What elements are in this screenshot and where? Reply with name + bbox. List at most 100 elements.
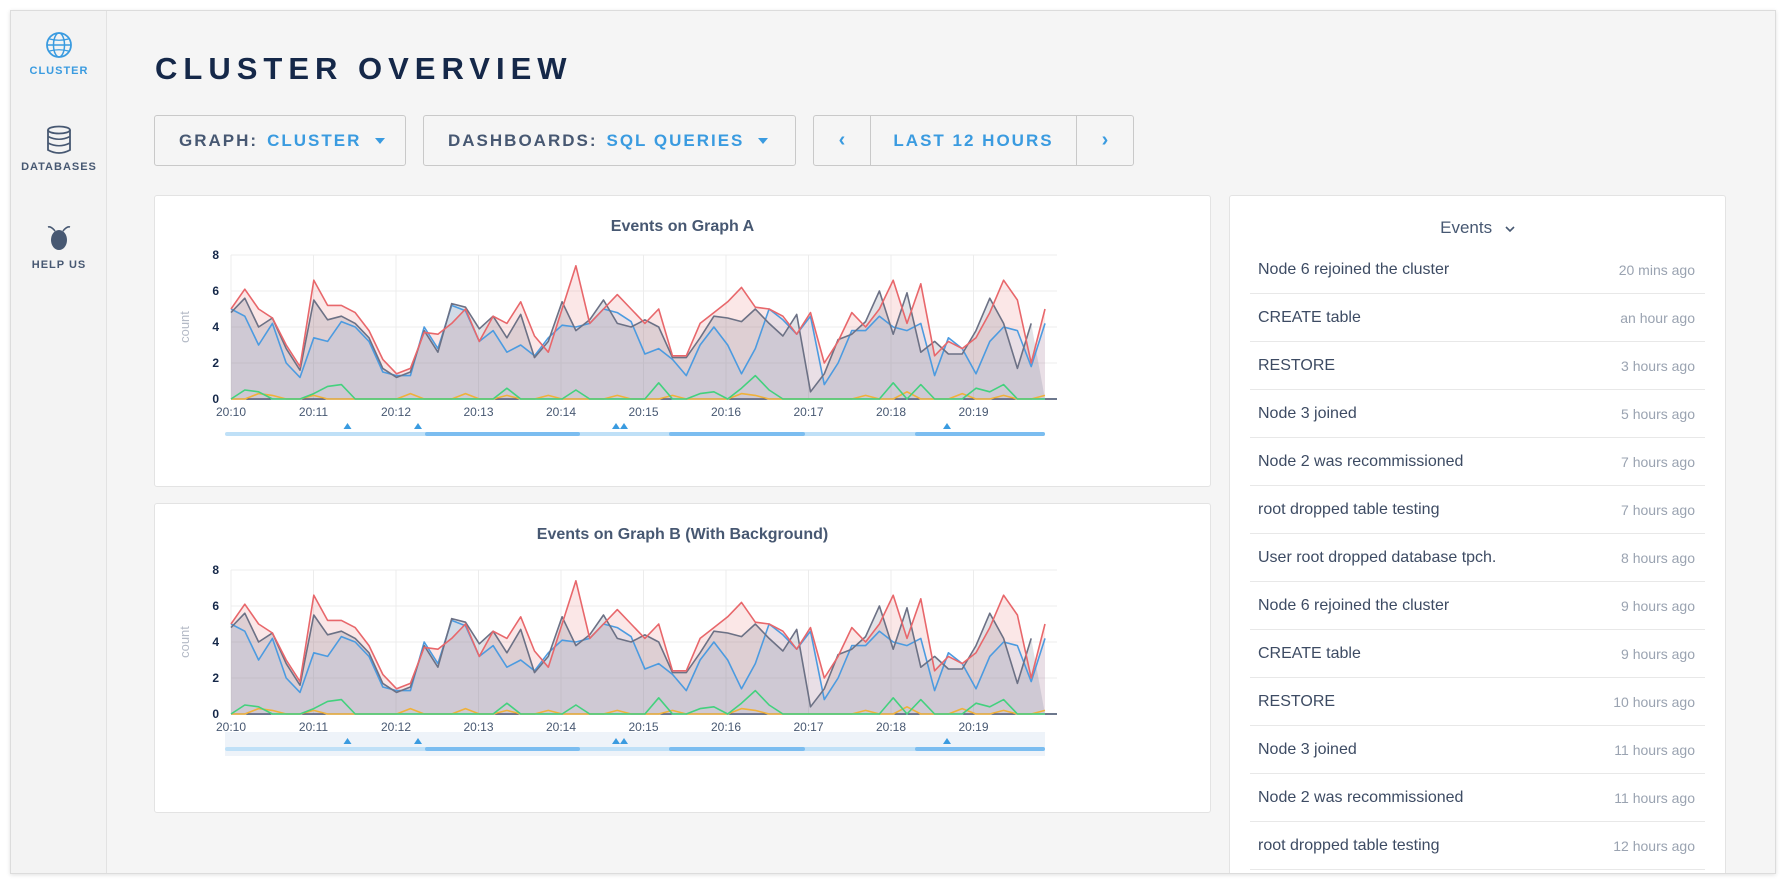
time-range-selector: ‹ LAST 12 HOURS ›: [813, 115, 1134, 166]
series-line: [230, 580, 1046, 690]
event-row[interactable]: Node 3 joined 11 hours ago: [1250, 726, 1705, 774]
dashboards-dropdown-value: SQL QUERIES: [606, 130, 745, 150]
event-time: 9 hours ago: [1621, 597, 1695, 614]
x-tick-label: 20:18: [876, 720, 906, 734]
chevron-right-icon: ›: [1101, 129, 1109, 151]
event-time: 7 hours ago: [1621, 453, 1695, 470]
x-tick-label: 20:15: [628, 720, 658, 734]
y-axis-label: count: [177, 626, 192, 658]
next-time-button[interactable]: ›: [1077, 116, 1133, 165]
event-time: 8 hours ago: [1621, 549, 1695, 566]
sidebar-item-label: HELP US: [31, 259, 87, 271]
chevron-down-icon: [758, 137, 769, 144]
event-range: [425, 432, 580, 436]
main-content: CLUSTER OVERVIEW GRAPH: CLUSTER DASHBOAR…: [108, 11, 1775, 873]
x-tick-label: 20:14: [546, 720, 576, 734]
event-time: 10 hours ago: [1613, 693, 1695, 710]
y-tick-label: 2: [212, 671, 219, 685]
x-tick-label: 20:13: [463, 405, 493, 419]
series-line: [230, 619, 1046, 701]
x-tick-label: 20:16: [711, 405, 741, 419]
event-row[interactable]: root dropped table testing 12 hours ago: [1250, 822, 1705, 870]
event-time: 11 hours ago: [1614, 741, 1695, 758]
graph-dropdown[interactable]: GRAPH: CLUSTER: [154, 115, 406, 166]
event-row[interactable]: Node 6 rejoined the cluster 20 mins ago: [1250, 246, 1705, 294]
event-row[interactable]: RESTORE 3 hours ago: [1250, 342, 1705, 390]
cockroach-icon: [47, 226, 71, 250]
series-line: [230, 290, 1032, 393]
sidebar-item-databases[interactable]: DATABASES: [11, 125, 107, 173]
y-tick-label: 4: [212, 320, 219, 334]
y-axis-label: count: [177, 311, 192, 343]
event-row[interactable]: CREATE table 9 hours ago: [1250, 630, 1705, 678]
event-time: 12 hours ago: [1613, 837, 1695, 854]
dashboards-dropdown[interactable]: DASHBOARDS: SQL QUERIES: [423, 115, 796, 166]
sidebar-item-help-us[interactable]: HELP US: [11, 223, 107, 271]
event-text: Node 3 joined: [1258, 404, 1357, 422]
series-area: [231, 580, 1045, 714]
event-time: an hour ago: [1620, 309, 1695, 326]
x-tick-label: 20:19: [958, 405, 988, 419]
x-tick-label: 20:12: [381, 720, 411, 734]
event-row[interactable]: Node 6 rejoined the cluster 9 hours ago: [1250, 582, 1705, 630]
event-time: 3 hours ago: [1621, 357, 1695, 374]
event-time: 11 hours ago: [1614, 789, 1695, 806]
event-marker: [943, 738, 951, 744]
event-row[interactable]: CREATE table an hour ago: [1250, 294, 1705, 342]
event-marker: [943, 423, 951, 429]
event-marker: [343, 423, 352, 429]
series-area: [231, 291, 1045, 399]
event-range: [425, 747, 580, 751]
event-time: 5 hours ago: [1621, 405, 1695, 422]
globe-icon: [46, 32, 72, 58]
series-area: [231, 305, 1045, 399]
chevron-left-icon: ‹: [838, 129, 846, 151]
event-text: Node 6 rejoined the cluster: [1258, 260, 1450, 278]
event-row[interactable]: root dropped table testing 7 hours ago: [1250, 486, 1705, 534]
y-tick-label: 4: [212, 635, 219, 649]
events-list: Node 6 rejoined the cluster 20 mins ago CR…: [1250, 246, 1705, 870]
series-area: [231, 265, 1045, 399]
time-range-label[interactable]: LAST 12 HOURS: [870, 116, 1077, 165]
x-tick-label: 20:15: [628, 405, 658, 419]
previous-time-button[interactable]: ‹: [814, 116, 870, 165]
events-panel: Events Node 6 rejoined the cluster 20 min…: [1229, 195, 1726, 873]
event-row[interactable]: Node 2 was recommissioned 7 hours ago: [1250, 438, 1705, 486]
event-range: [915, 747, 1045, 751]
event-range: [669, 432, 805, 436]
x-tick-label: 20:13: [463, 720, 493, 734]
event-text: CREATE table: [1258, 644, 1361, 662]
x-tick-label: 20:14: [546, 405, 576, 419]
event-range: [915, 432, 1045, 436]
series-area: [231, 620, 1045, 714]
x-tick-label: 20:10: [216, 720, 246, 734]
events-dropdown[interactable]: Events: [1230, 218, 1725, 238]
x-tick-label: 20:10: [216, 405, 246, 419]
event-text: RESTORE: [1258, 356, 1336, 374]
event-row[interactable]: Node 2 was recommissioned 11 hours ago: [1250, 774, 1705, 822]
events-header-label: Events: [1440, 218, 1493, 237]
graph-a-chart[interactable]: 0 2 4 6 8 count 20:10 20:11 20:12 20:13 20:14 20:15…: [155, 196, 1212, 488]
chevron-down-icon: [375, 137, 386, 144]
graph-b-chart[interactable]: 0 2 4 6 8 count 20:10 20:11 20:12 20:13 20:14 20:15…: [155, 504, 1212, 814]
sidebar-item-label: DATABASES: [21, 161, 97, 173]
dashboards-dropdown-label: DASHBOARDS:: [448, 130, 598, 150]
graph-a-panel: Events on Graph A 0 2 4 6 8 count 20:10 20:11 20…: [154, 195, 1211, 487]
event-text: Node 2 was recommissioned: [1258, 452, 1464, 470]
y-tick-label: 8: [212, 248, 219, 262]
y-tick-label: 0: [212, 392, 219, 406]
series-line: [230, 689, 1045, 715]
y-tick-label: 0: [212, 707, 219, 721]
app-window: CLUSTER DATABASES HELP US CLUSTER OVERVI…: [10, 10, 1776, 874]
event-text: Node 6 rejoined the cluster: [1258, 596, 1450, 614]
graph-b-panel: Events on Graph B (With Background) 0 2 4 6…: [154, 503, 1211, 813]
x-tick-label: 20:11: [299, 720, 328, 734]
event-row[interactable]: Node 3 joined 5 hours ago: [1250, 390, 1705, 438]
event-row[interactable]: RESTORE 10 hours ago: [1250, 678, 1705, 726]
event-marker: [620, 738, 628, 744]
event-marker: [414, 738, 422, 744]
sidebar-item-cluster[interactable]: CLUSTER: [11, 31, 107, 77]
chevron-down-icon: [1505, 225, 1515, 232]
event-row[interactable]: User root dropped database tpch. 8 hours …: [1250, 534, 1705, 582]
series-area: [231, 606, 1045, 714]
